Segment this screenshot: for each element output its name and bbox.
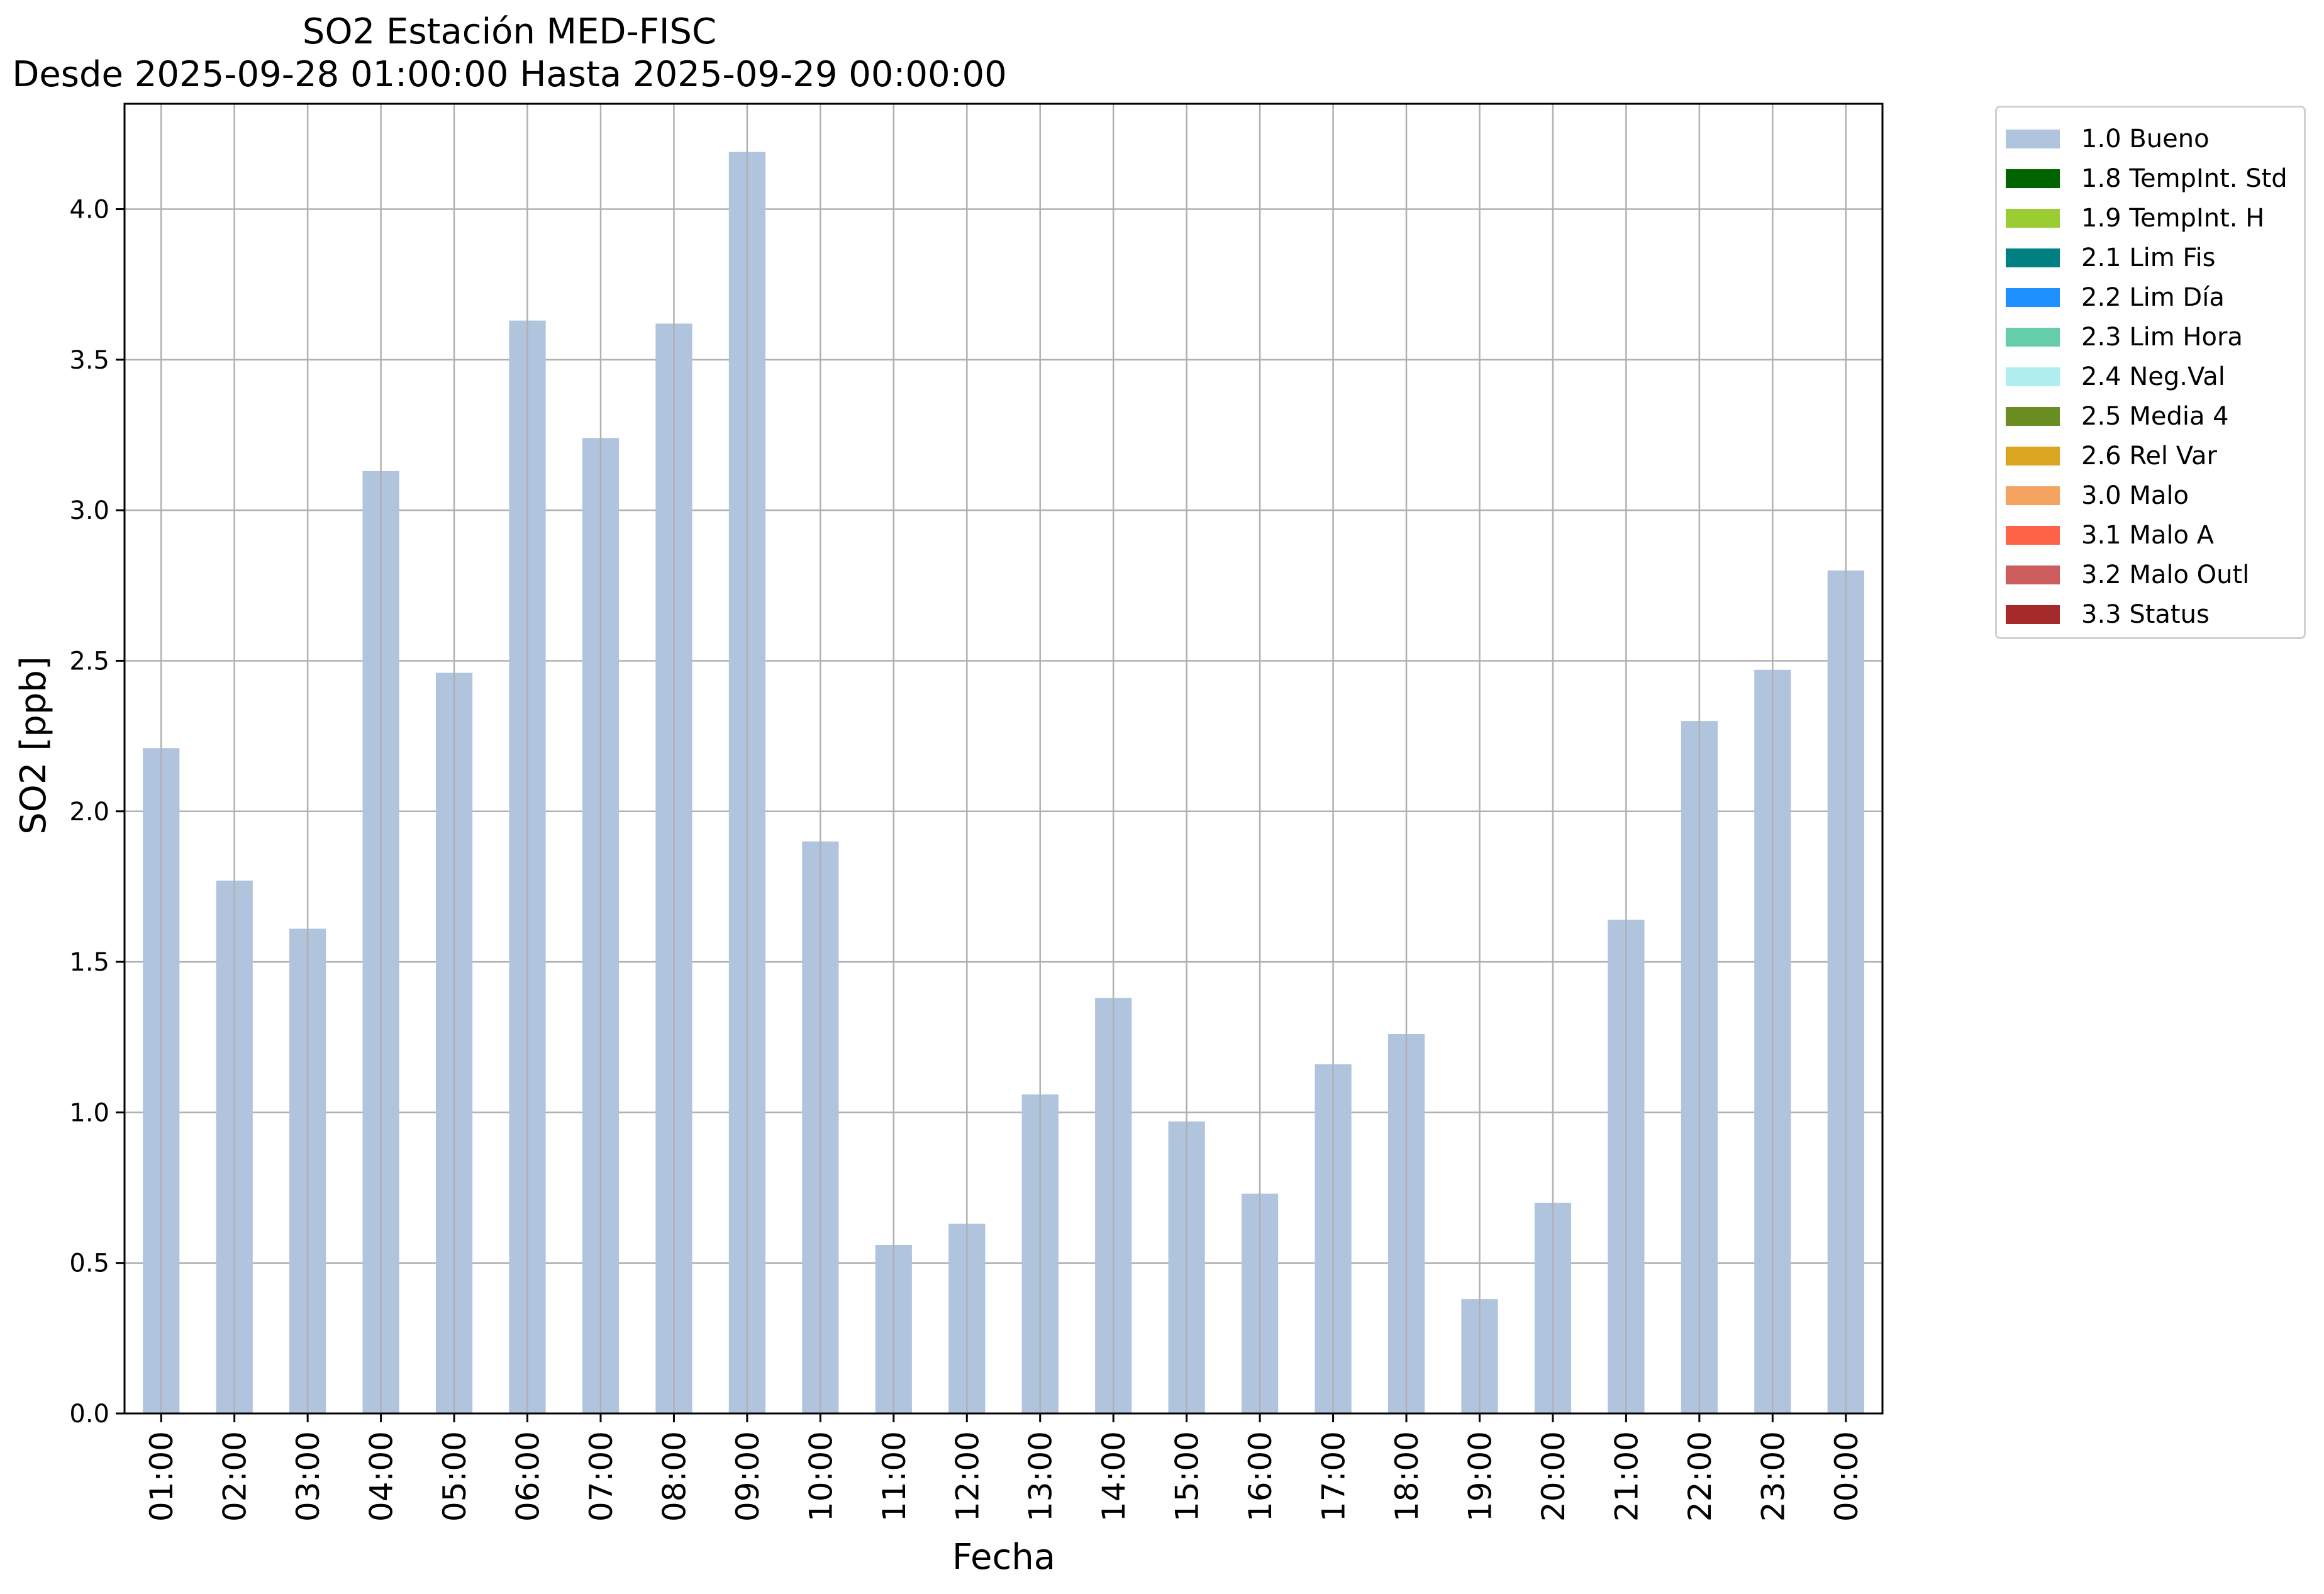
legend-swatch [2006,327,2060,347]
legend-label: 1.0 Bueno [2081,124,2210,153]
legend-label: 3.2 Malo Outl [2081,560,2250,589]
x-tick-label: 21:00 [1608,1431,1645,1522]
y-tick-label: 4.0 [69,196,109,225]
legend-label: 2.2 Lim Día [2081,282,2225,312]
legend-swatch [2006,248,2060,267]
legend-item: 3.3 Status [2006,594,2210,634]
x-tick-label: 19:00 [1462,1431,1498,1522]
legend-swatch [2006,605,2060,624]
y-tick-label: 0.5 [69,1249,109,1278]
x-axis-label: Fecha [952,1537,1055,1578]
chart-subtitle: Desde 2025-09-28 01:00:00 Hasta 2025-09-… [12,54,1007,95]
legend-label: 1.8 TempInt. Std [2081,164,2288,193]
legend-label: 2.1 Lim Fis [2081,243,2216,272]
x-tick-label: 12:00 [949,1431,986,1522]
legend-label: 3.1 Malo A [2081,520,2215,550]
x-tick-label: 11:00 [876,1431,913,1522]
legend-swatch [2006,565,2060,584]
x-tick-label: 10:00 [803,1431,839,1522]
x-tick-label: 08:00 [656,1431,692,1522]
y-tick-label: 0.0 [69,1400,109,1429]
legend-swatch [2006,129,2060,148]
y-axis-ticks: 0.0 0.5 1.0 1.5 2.0 2.5 3.0 3.5 4.0 [69,196,125,1429]
legend-label: 1.9 TempInt. H [2081,203,2265,233]
legend-item: 2.2 Lim Día [2006,277,2225,317]
x-tick-label: 16:00 [1242,1431,1279,1522]
legend-label: 2.6 Rel Var [2081,441,2217,471]
legend-swatch [2006,367,2060,386]
x-tick-label: 04:00 [364,1431,400,1522]
x-tick-label: 20:00 [1535,1431,1572,1522]
y-tick-label: 3.5 [69,346,109,375]
plot-frame [123,103,1884,1415]
y-tick-label: 2.5 [69,647,109,676]
x-tick-label: 13:00 [1023,1431,1059,1522]
legend-item: 1.0 Bueno [2006,119,2210,159]
x-axis-ticks: 01:00 02:00 03:00 04:00 05:00 06:00 07:00 08:00… [143,1413,1865,1522]
legend-label: 3.3 Status [2081,599,2210,629]
x-tick-label: 06:00 [510,1431,547,1522]
legend-label: 2.4 Neg.Val [2081,362,2225,391]
legend-label: 2.3 Lim Hora [2081,322,2243,352]
x-tick-label: 14:00 [1096,1431,1132,1522]
legend-item: 2.6 Rel Var [2006,436,2217,476]
legend-item: 3.1 Malo A [2006,515,2214,555]
x-tick-label: 23:00 [1755,1431,1791,1522]
x-tick-label: 00:00 [1828,1431,1865,1522]
x-tick-label: 22:00 [1682,1431,1718,1522]
x-tick-label: 09:00 [730,1431,766,1522]
legend-item: 2.3 Lim Hora [2006,317,2243,357]
x-tick-label: 03:00 [290,1431,326,1522]
legend: 1.0 Bueno 1.8 TempInt. Std 1.9 TempInt. H 2… [1995,106,2306,639]
x-tick-label: 18:00 [1389,1431,1425,1522]
x-tick-label: 02:00 [217,1431,253,1522]
legend-item: 1.9 TempInt. H [2006,198,2264,238]
grid-lines [125,208,1882,1415]
legend-item: 2.5 Media 4 [2006,396,2229,436]
legend-swatch [2006,287,2060,307]
x-tick-label: 05:00 [436,1431,473,1522]
legend-label: 2.5 Media 4 [2081,401,2229,431]
y-tick-label: 2.0 [69,798,109,827]
legend-item: 2.4 Neg.Val [2006,357,2225,396]
legend-swatch [2006,446,2060,465]
legend-swatch [2006,486,2060,505]
y-tick-label: 3.0 [69,496,109,525]
legend-item: 3.2 Malo Outl [2006,555,2249,594]
y-tick-label: 1.5 [69,948,109,977]
legend-swatch [2006,406,2060,426]
y-axis-label: SO2 [ppb] [13,656,54,834]
bar-series [143,152,1864,1414]
y-tick-label: 1.0 [69,1098,109,1127]
legend-swatch [2006,208,2060,228]
legend-label: 3.0 Malo [2081,481,2189,510]
legend-item: 3.0 Malo [2006,476,2189,515]
vertical-grid-lines [160,104,1847,1413]
x-tick-label: 17:00 [1316,1431,1352,1522]
legend-item: 1.8 TempInt. Std [2006,159,2288,198]
legend-item: 2.1 Lim Fis [2006,238,2215,277]
legend-swatch [2006,525,2060,545]
x-tick-label: 07:00 [583,1431,620,1522]
legend-swatch [2006,169,2060,188]
x-tick-label: 15:00 [1169,1431,1206,1522]
chart-title: SO2 Estación MED-FISC [302,11,717,52]
x-tick-label: 01:00 [143,1431,180,1522]
